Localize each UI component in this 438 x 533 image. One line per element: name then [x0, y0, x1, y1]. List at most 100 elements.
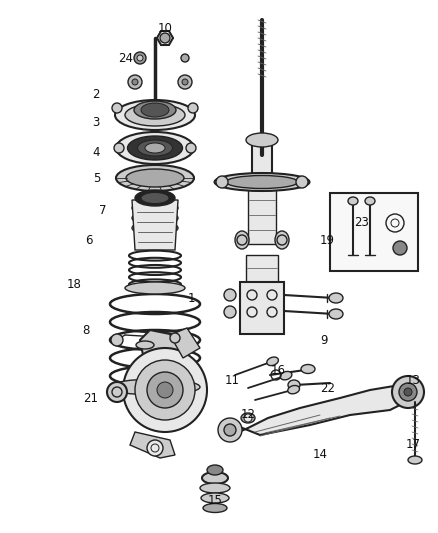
- Text: 3: 3: [92, 117, 100, 130]
- Ellipse shape: [141, 192, 169, 204]
- Ellipse shape: [127, 136, 183, 160]
- Ellipse shape: [275, 231, 289, 249]
- Ellipse shape: [125, 282, 185, 294]
- Circle shape: [181, 54, 189, 62]
- Circle shape: [147, 372, 183, 408]
- Ellipse shape: [138, 140, 173, 156]
- Ellipse shape: [126, 169, 184, 187]
- Circle shape: [170, 333, 180, 343]
- Ellipse shape: [246, 133, 278, 147]
- Ellipse shape: [267, 357, 279, 366]
- Circle shape: [404, 388, 412, 396]
- Circle shape: [224, 289, 236, 301]
- Text: 7: 7: [99, 204, 107, 216]
- Ellipse shape: [135, 190, 175, 206]
- Ellipse shape: [215, 173, 310, 191]
- Ellipse shape: [202, 472, 228, 484]
- Circle shape: [224, 306, 236, 318]
- Ellipse shape: [288, 380, 300, 390]
- Bar: [246, 255, 278, 315]
- Ellipse shape: [365, 197, 375, 205]
- Ellipse shape: [408, 456, 422, 464]
- Circle shape: [182, 79, 188, 85]
- Circle shape: [224, 424, 236, 436]
- Ellipse shape: [235, 231, 249, 249]
- Circle shape: [128, 75, 142, 89]
- Circle shape: [160, 33, 170, 43]
- Ellipse shape: [301, 365, 315, 374]
- Text: 1: 1: [187, 292, 195, 304]
- Ellipse shape: [132, 201, 178, 215]
- Ellipse shape: [132, 221, 178, 235]
- Polygon shape: [132, 200, 178, 250]
- Text: 17: 17: [406, 439, 421, 451]
- Ellipse shape: [203, 504, 227, 513]
- Text: 9: 9: [320, 334, 328, 346]
- Circle shape: [157, 382, 173, 398]
- Ellipse shape: [241, 413, 255, 423]
- Ellipse shape: [200, 483, 230, 493]
- Circle shape: [186, 143, 196, 153]
- Ellipse shape: [116, 165, 194, 191]
- Circle shape: [135, 360, 195, 420]
- Polygon shape: [140, 330, 185, 370]
- Ellipse shape: [288, 385, 300, 394]
- Ellipse shape: [207, 465, 223, 475]
- Ellipse shape: [132, 211, 178, 225]
- Circle shape: [147, 440, 163, 456]
- Text: 5: 5: [92, 172, 100, 184]
- Ellipse shape: [134, 101, 176, 119]
- Text: 19: 19: [320, 233, 335, 246]
- Text: 13: 13: [406, 374, 421, 386]
- Ellipse shape: [226, 175, 298, 189]
- Polygon shape: [170, 328, 200, 358]
- Ellipse shape: [145, 143, 165, 153]
- Circle shape: [132, 79, 138, 85]
- Bar: [248, 184, 276, 244]
- Text: 21: 21: [83, 392, 98, 405]
- Text: 2: 2: [92, 88, 100, 101]
- Bar: [330, 193, 418, 271]
- Text: 8: 8: [83, 324, 90, 336]
- Circle shape: [123, 348, 207, 432]
- Circle shape: [111, 334, 123, 346]
- Polygon shape: [130, 432, 175, 458]
- Text: 14: 14: [312, 448, 328, 462]
- Circle shape: [178, 75, 192, 89]
- Text: 18: 18: [67, 278, 82, 290]
- Circle shape: [137, 55, 143, 61]
- Circle shape: [134, 52, 146, 64]
- Text: 10: 10: [158, 21, 173, 35]
- Circle shape: [112, 103, 122, 113]
- Ellipse shape: [348, 197, 358, 205]
- Text: 11: 11: [225, 374, 240, 386]
- Ellipse shape: [115, 100, 195, 130]
- Text: 12: 12: [240, 408, 255, 422]
- Ellipse shape: [329, 309, 343, 319]
- Ellipse shape: [141, 103, 169, 117]
- Ellipse shape: [125, 104, 185, 126]
- Bar: [240, 282, 284, 334]
- Ellipse shape: [136, 341, 154, 349]
- Text: 15: 15: [208, 494, 223, 506]
- Text: 6: 6: [85, 233, 93, 246]
- Circle shape: [188, 103, 198, 113]
- Circle shape: [296, 176, 308, 188]
- Circle shape: [244, 414, 252, 422]
- Text: 23: 23: [355, 215, 369, 229]
- Circle shape: [392, 376, 424, 408]
- Text: 16: 16: [271, 364, 286, 376]
- Ellipse shape: [201, 493, 229, 503]
- Circle shape: [107, 382, 127, 402]
- Circle shape: [114, 143, 124, 153]
- Ellipse shape: [329, 293, 343, 303]
- Circle shape: [399, 383, 417, 401]
- Bar: [252, 140, 272, 185]
- Circle shape: [216, 176, 228, 188]
- Ellipse shape: [280, 372, 292, 380]
- Ellipse shape: [116, 132, 194, 164]
- Ellipse shape: [110, 379, 200, 395]
- Polygon shape: [220, 385, 412, 435]
- Circle shape: [218, 418, 242, 442]
- Circle shape: [393, 241, 407, 255]
